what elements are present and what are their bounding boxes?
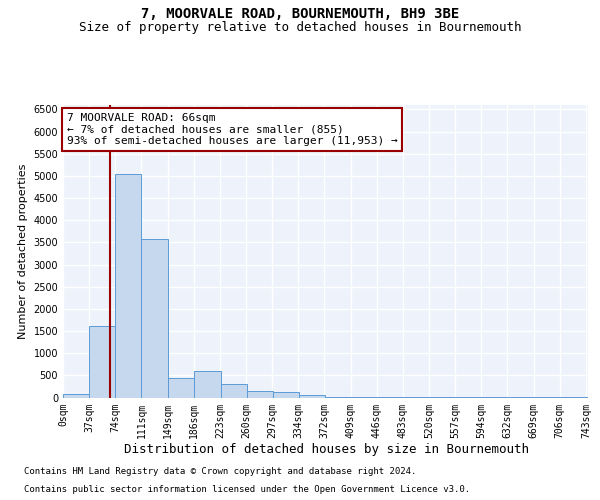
Bar bbox=[221, 384, 247, 398]
Bar bbox=[63, 394, 89, 398]
Text: Size of property relative to detached houses in Bournemouth: Size of property relative to detached ho… bbox=[79, 21, 521, 34]
Bar bbox=[194, 371, 221, 398]
Bar bbox=[115, 174, 142, 398]
Text: Contains public sector information licensed under the Open Government Licence v3: Contains public sector information licen… bbox=[24, 485, 470, 494]
Bar bbox=[247, 391, 273, 398]
Y-axis label: Number of detached properties: Number of detached properties bbox=[18, 164, 28, 339]
Bar bbox=[142, 239, 167, 398]
Text: 7, MOORVALE ROAD, BOURNEMOUTH, BH9 3BE: 7, MOORVALE ROAD, BOURNEMOUTH, BH9 3BE bbox=[141, 8, 459, 22]
Text: 7 MOORVALE ROAD: 66sqm
← 7% of detached houses are smaller (855)
93% of semi-det: 7 MOORVALE ROAD: 66sqm ← 7% of detached … bbox=[67, 112, 397, 146]
Text: Distribution of detached houses by size in Bournemouth: Distribution of detached houses by size … bbox=[125, 442, 530, 456]
Bar bbox=[352, 397, 378, 398]
Bar bbox=[299, 396, 325, 398]
Bar bbox=[273, 392, 299, 398]
Bar bbox=[168, 378, 194, 398]
Bar bbox=[89, 326, 115, 398]
Text: Contains HM Land Registry data © Crown copyright and database right 2024.: Contains HM Land Registry data © Crown c… bbox=[24, 467, 416, 476]
Bar bbox=[326, 396, 352, 398]
